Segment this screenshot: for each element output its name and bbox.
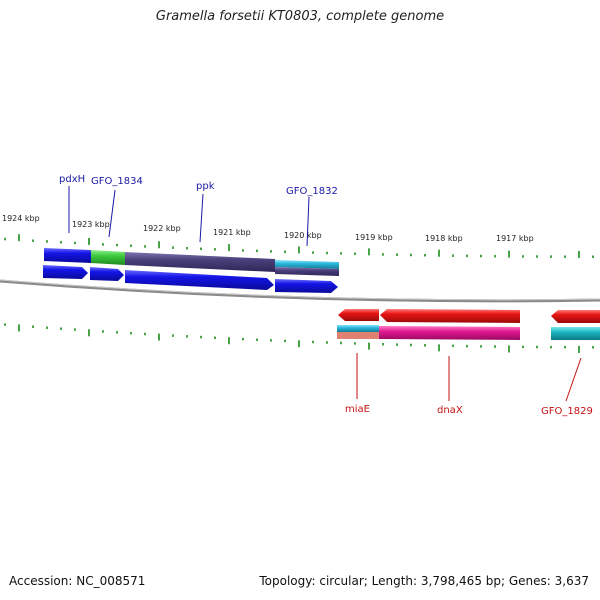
feature-block[interactable]	[275, 260, 339, 269]
reverse-cog-track	[337, 325, 600, 340]
top-label-leaders	[68, 186, 310, 247]
forward-cog-track	[44, 248, 339, 276]
gene-label-gfo-1834[interactable]: GFO_1834	[91, 176, 143, 187]
feature-block[interactable]	[44, 248, 91, 263]
cds-arrow[interactable]	[380, 309, 520, 323]
gene-label-dnax[interactable]: dnaX	[437, 405, 463, 416]
cds-arrow[interactable]	[338, 309, 379, 321]
bottom-label-leaders	[356, 353, 582, 402]
feature-block[interactable]	[275, 267, 339, 276]
kbp-label: 1918 kbp	[425, 234, 463, 243]
gene-label-pdxh[interactable]: pdxH	[59, 174, 85, 185]
kbp-label: 1922 kbp	[143, 224, 181, 233]
cds-arrow[interactable]	[43, 265, 88, 279]
feature-block[interactable]	[551, 327, 600, 340]
cds-arrow[interactable]	[125, 270, 274, 290]
feature-block[interactable]	[337, 325, 379, 332]
gene-label-gfo-1829[interactable]: GFO_1829	[541, 406, 593, 417]
feature-block[interactable]	[379, 326, 520, 340]
kbp-label: 1923 kbp	[72, 220, 110, 229]
forward-cds-track	[43, 265, 338, 293]
gene-label-miae[interactable]: miaE	[345, 404, 370, 415]
cds-arrow[interactable]	[551, 310, 600, 323]
kbp-label: 1917 kbp	[496, 234, 534, 243]
feature-block[interactable]	[91, 250, 125, 265]
genome-backbone	[0, 279, 600, 303]
kbp-label: 1921 kbp	[213, 228, 251, 237]
reverse-cds-track	[338, 309, 600, 323]
kbp-ticks-top	[4, 234, 594, 258]
genome-summary: Topology: circular; Length: 3,798,465 bp…	[259, 574, 589, 588]
gene-label-ppk[interactable]: ppk	[196, 181, 215, 192]
gene-label-gfo-1832[interactable]: GFO_1832	[286, 186, 338, 197]
kbp-label: 1919 kbp	[355, 233, 393, 242]
cds-arrow[interactable]	[90, 267, 124, 281]
cds-arrow[interactable]	[275, 279, 338, 293]
feature-block[interactable]	[125, 252, 275, 272]
kbp-label: 1924 kbp	[2, 214, 40, 223]
kbp-ticks-bottom	[4, 323, 594, 353]
kbp-label: 1920 kbp	[284, 231, 322, 240]
map-title: Gramella forsetii KT0803, complete genom…	[155, 9, 445, 24]
accession-text: Accession: NC_008571	[9, 574, 146, 588]
feature-block[interactable]	[337, 332, 379, 339]
